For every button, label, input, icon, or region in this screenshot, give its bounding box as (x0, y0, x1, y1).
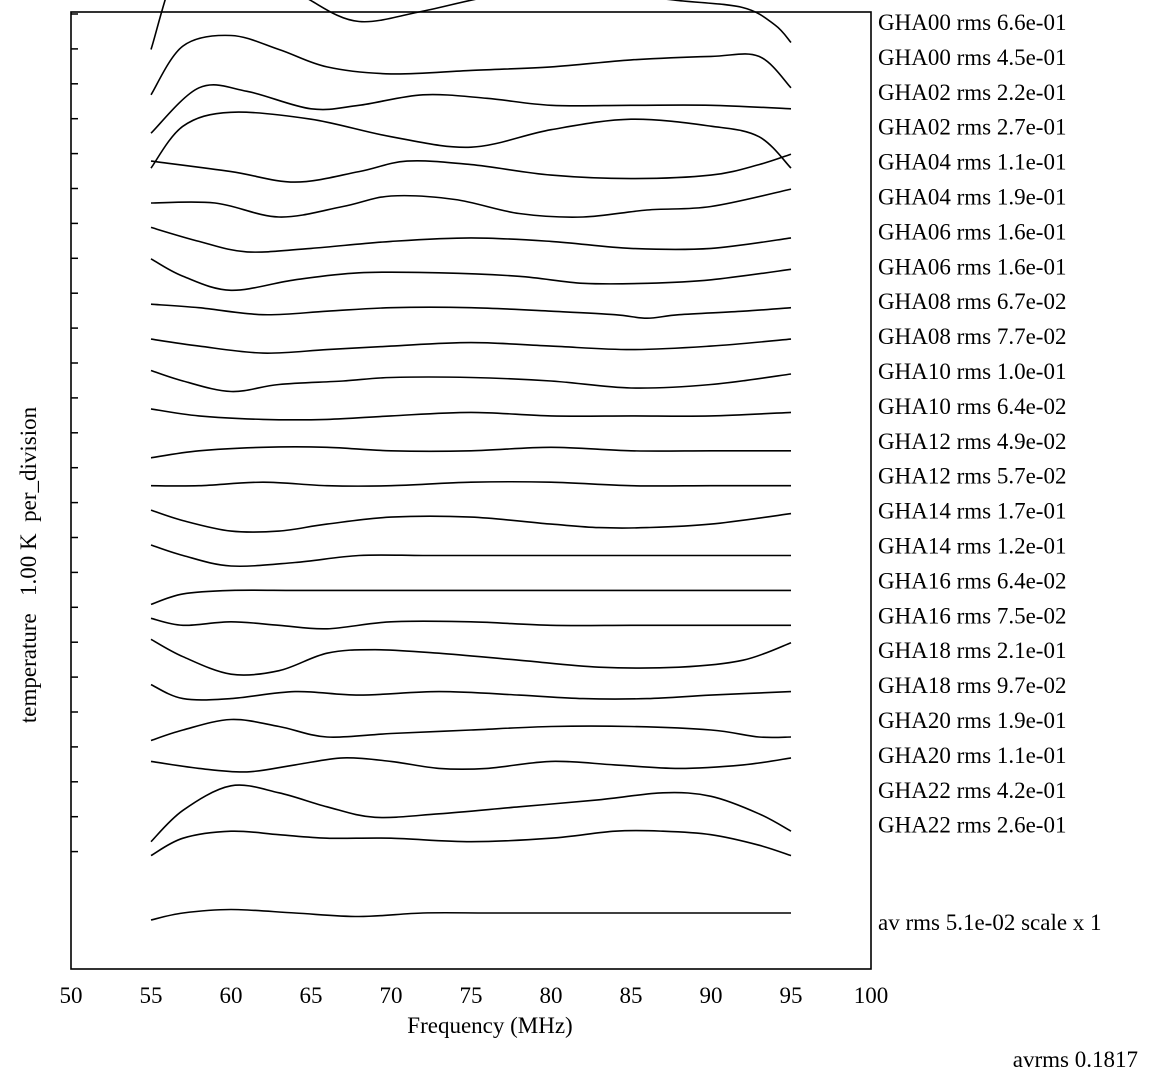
plot-frame (70, 11, 872, 970)
series-traces (150, 0, 792, 921)
series-line (150, 784, 792, 843)
series-line (150, 638, 792, 676)
series-line (150, 0, 792, 50)
legend-entry: GHA10 rms 1.0e-01 (878, 359, 1066, 384)
series-line (150, 617, 791, 630)
series-line (150, 480, 791, 487)
x-tick-label: 90 (700, 983, 723, 1008)
legend-entry: GHA04 rms 1.9e-01 (878, 185, 1066, 210)
series-line-average (150, 908, 791, 921)
series-line (150, 84, 792, 134)
series-line (150, 683, 792, 701)
x-tick-label: 50 (60, 983, 83, 1008)
legend-entry: GHA14 rms 1.7e-01 (878, 499, 1066, 524)
series-line (150, 226, 792, 253)
y-axis-ticks (71, 13, 78, 853)
x-tick-label: 80 (540, 983, 563, 1008)
legend-entry: GHA06 rms 1.6e-01 (878, 254, 1066, 279)
x-tick-label: 95 (780, 983, 803, 1008)
series-line (150, 369, 792, 393)
x-tick-label: 55 (140, 983, 163, 1008)
legend-entry: GHA22 rms 4.2e-01 (878, 778, 1066, 803)
y-axis-label: temperature 1.00 K per_division (16, 406, 41, 723)
series-line (150, 338, 792, 354)
legend-entry: GHA14 rms 1.2e-01 (878, 534, 1066, 559)
x-tick-label: 65 (300, 983, 323, 1008)
legend-entry: GHA18 rms 9.7e-02 (878, 673, 1066, 698)
legend-entry: GHA06 rms 1.6e-01 (878, 219, 1066, 244)
legend-entry: GHA08 rms 7.7e-02 (878, 324, 1066, 349)
legend-entry: GHA16 rms 7.5e-02 (878, 603, 1066, 628)
series-line (150, 408, 792, 421)
legend-entry: GHA12 rms 5.7e-02 (878, 464, 1066, 489)
series-line (150, 258, 792, 292)
x-tick-label: 70 (380, 983, 403, 1008)
series-line (150, 544, 791, 568)
legend-entry-average: av rms 5.1e-02 scale x 1 (878, 910, 1102, 935)
series-line (150, 589, 791, 606)
legend-entry: GHA20 rms 1.9e-01 (878, 708, 1066, 733)
x-tick-label: 100 (854, 983, 889, 1008)
series-line (150, 111, 792, 169)
series-line (150, 509, 792, 533)
x-tick-label: 75 (460, 983, 483, 1008)
series-line (150, 757, 792, 773)
legend-entry: GHA12 rms 4.9e-02 (878, 429, 1066, 454)
series-line (150, 303, 792, 320)
series-line (150, 188, 792, 218)
series-line (150, 446, 791, 459)
legend-entry: GHA10 rms 6.4e-02 (878, 394, 1066, 419)
x-axis-ticks: 50 55 60 65 70 75 80 85 90 95 100 (60, 983, 889, 1008)
legend-entry: GHA20 rms 1.1e-01 (878, 743, 1066, 768)
x-tick-label: 60 (220, 983, 243, 1008)
legend-entry: GHA02 rms 2.7e-01 (878, 115, 1066, 140)
series-line (150, 34, 792, 96)
legend-entry: GHA18 rms 2.1e-01 (878, 638, 1066, 663)
x-tick-label: 85 (620, 983, 643, 1008)
legend-entry: GHA22 rms 2.6e-01 (878, 813, 1066, 838)
series-line (150, 718, 792, 742)
legend: GHA00 rms 6.6e-01 GHA00 rms 4.5e-01 GHA02 … (878, 10, 1102, 935)
series-line (150, 829, 792, 857)
legend-entry: GHA00 rms 6.6e-01 (878, 10, 1066, 35)
x-axis-label: Frequency (MHz) (407, 1013, 572, 1038)
legend-entry: GHA00 rms 4.5e-01 (878, 45, 1066, 70)
avrms-footer: avrms 0.1817 (1013, 1047, 1138, 1072)
legend-entry: GHA16 rms 6.4e-02 (878, 568, 1066, 593)
legend-entry: GHA08 rms 6.7e-02 (878, 289, 1066, 314)
legend-entry: GHA04 rms 1.1e-01 (878, 150, 1066, 175)
series-line (150, 153, 792, 183)
legend-entry: GHA02 rms 2.2e-01 (878, 80, 1066, 105)
